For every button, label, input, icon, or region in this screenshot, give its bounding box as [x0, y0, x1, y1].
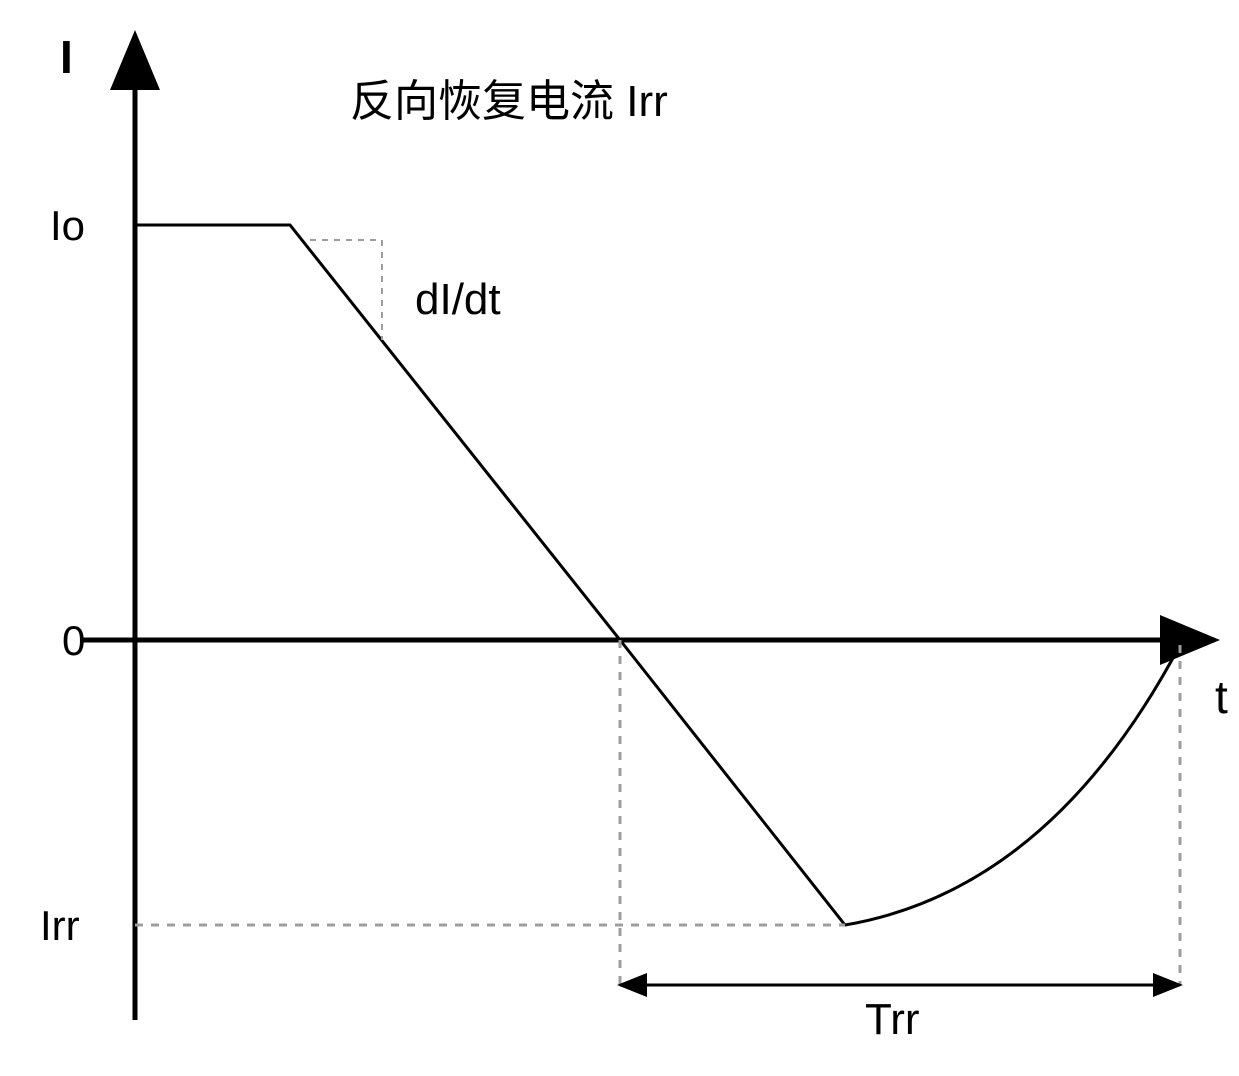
diagram-svg: [20, 20, 1239, 1056]
current-curve: [135, 225, 1180, 925]
x-axis-label: t: [1215, 670, 1228, 724]
slope-label: dI/dt: [415, 275, 501, 325]
diagram-container: 反向恢复电流 Irr I t Io 0 Irr dI/dt Trr: [20, 20, 1239, 1056]
y-axis-label: I: [60, 30, 73, 84]
trr-label: Trr: [865, 995, 920, 1045]
diagram-title: 反向恢复电流 Irr: [350, 65, 668, 129]
io-tick: Io: [50, 202, 85, 250]
irr-tick: Irr: [40, 902, 80, 950]
zero-tick: 0: [62, 617, 85, 665]
